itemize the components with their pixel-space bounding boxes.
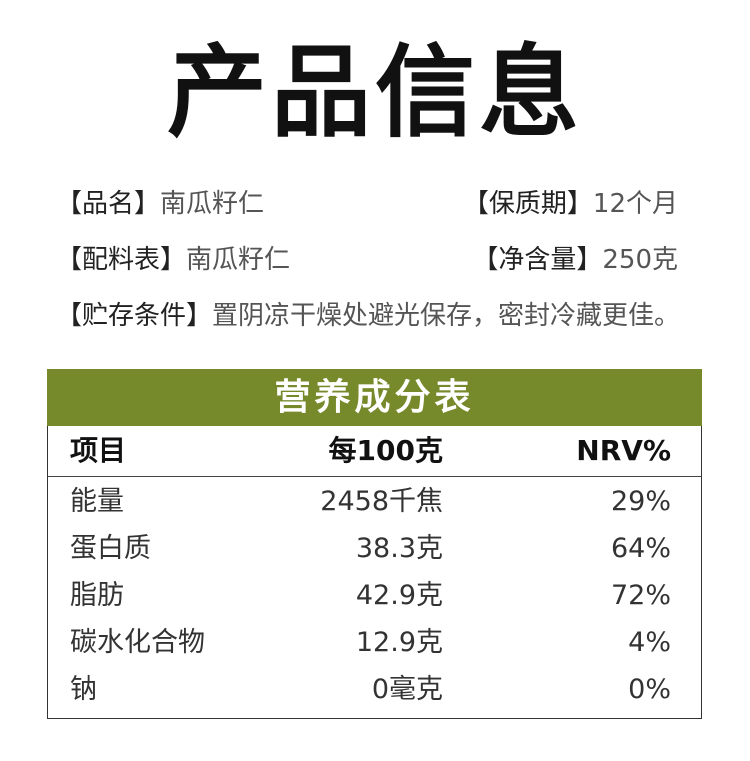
row-nrv: 29% bbox=[610, 486, 671, 517]
row-item: 能量 bbox=[70, 486, 124, 517]
nutrition-table-body: 项目 每100克 NRV% 能量 2458千焦 29% 蛋白质 38.3克 64… bbox=[47, 426, 702, 719]
product-name-value: 南瓜籽仁 bbox=[160, 189, 265, 219]
header-nrv: NRV% bbox=[576, 434, 671, 467]
table-header-row: 项目 每100克 NRV% bbox=[48, 426, 701, 477]
row-per100: 42.9克 bbox=[355, 580, 443, 611]
table-row: 碳水化合物 12.9克 4% bbox=[48, 619, 701, 666]
net-content: 【净含量】250克 bbox=[472, 240, 678, 280]
page-title: 产品信息 bbox=[167, 34, 583, 151]
nutrition-table: 营养成分表 项目 每100克 NRV% 能量 2458千焦 29% 蛋白质 38… bbox=[47, 369, 702, 719]
ingredients-label: 【配料表】 bbox=[56, 245, 187, 275]
row-per100: 0毫克 bbox=[371, 674, 443, 705]
table-row: 钠 0毫克 0% bbox=[48, 666, 701, 713]
shelf-life: 【保质期】12个月 bbox=[463, 184, 678, 224]
header-item: 项目 bbox=[70, 434, 127, 467]
row-per100: 2458千焦 bbox=[320, 486, 443, 517]
header-per100: 每100克 bbox=[328, 434, 443, 467]
nutrition-table-title: 营养成分表 bbox=[47, 369, 702, 426]
table-row: 能量 2458千焦 29% bbox=[48, 478, 701, 525]
info-row-name-shelf: 【品名】南瓜籽仁 【保质期】12个月 bbox=[56, 184, 696, 224]
info-row-storage: 【贮存条件】置阴凉干燥处避光保存，密封冷藏更佳。 bbox=[56, 296, 696, 336]
net-content-value: 250克 bbox=[602, 245, 678, 275]
info-row-ingredients-net: 【配料表】南瓜籽仁 【净含量】250克 bbox=[56, 240, 696, 280]
storage-label: 【贮存条件】 bbox=[56, 301, 213, 331]
row-item: 钠 bbox=[70, 674, 97, 705]
shelf-life-label: 【保质期】 bbox=[462, 189, 593, 219]
ingredients: 【配料表】南瓜籽仁 bbox=[56, 240, 290, 280]
row-nrv: 64% bbox=[610, 533, 671, 564]
row-item: 碳水化合物 bbox=[70, 627, 205, 658]
row-per100: 38.3克 bbox=[355, 533, 443, 564]
row-item: 蛋白质 bbox=[70, 533, 151, 564]
row-per100: 12.9克 bbox=[355, 627, 443, 658]
product-name: 【品名】南瓜籽仁 bbox=[56, 184, 264, 224]
product-name-label: 【品名】 bbox=[56, 189, 161, 219]
storage-value: 置阴凉干燥处避光保存，密封冷藏更佳。 bbox=[212, 301, 681, 331]
table-row: 蛋白质 38.3克 64% bbox=[48, 525, 701, 572]
net-content-label: 【净含量】 bbox=[472, 245, 603, 275]
row-nrv: 0% bbox=[628, 674, 671, 705]
ingredients-value: 南瓜籽仁 bbox=[186, 245, 291, 275]
table-row: 脂肪 42.9克 72% bbox=[48, 572, 701, 619]
shelf-life-value: 12个月 bbox=[592, 189, 678, 219]
row-item: 脂肪 bbox=[70, 580, 124, 611]
row-nrv: 72% bbox=[610, 580, 671, 611]
storage: 【贮存条件】置阴凉干燥处避光保存，密封冷藏更佳。 bbox=[56, 296, 680, 336]
row-nrv: 4% bbox=[628, 627, 671, 658]
